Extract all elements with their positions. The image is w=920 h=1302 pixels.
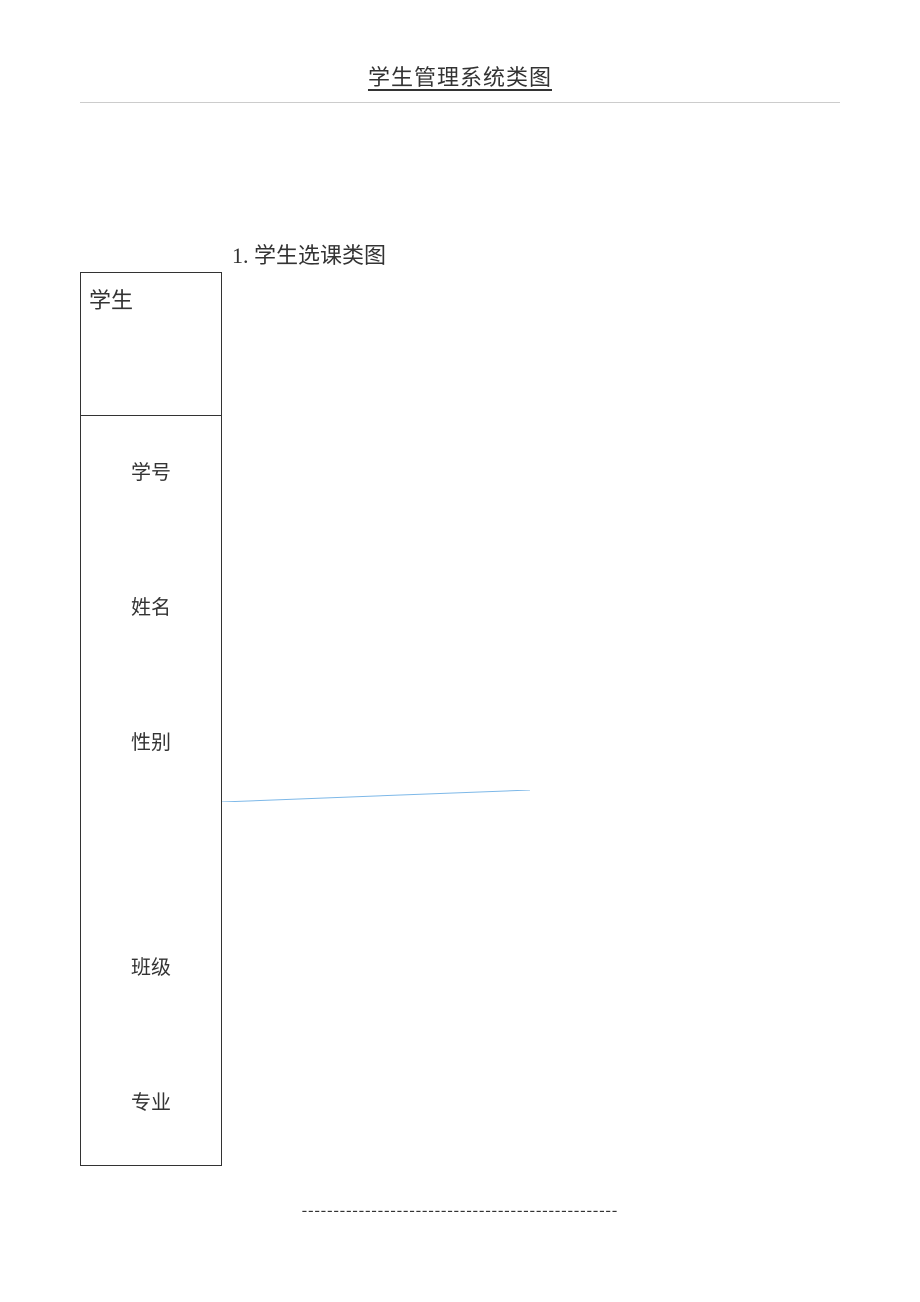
footer-divider: ----------------------------------------…	[0, 1202, 920, 1220]
page-title: 学生管理系统类图	[368, 65, 552, 90]
connector-line	[222, 790, 530, 802]
header-rule	[80, 102, 840, 103]
attribute-item: 性别	[81, 708, 221, 773]
attribute-item: 专业	[81, 1068, 221, 1133]
attribute-item: 姓名	[81, 573, 221, 638]
attribute-item: 学号	[81, 438, 221, 503]
section-title: 1. 学生选课类图	[232, 238, 386, 270]
uml-class-box: 学生 学号 姓名 性别 班级 专业	[80, 272, 222, 1166]
page-header: 学生管理系统类图	[0, 0, 920, 100]
class-attributes: 学号 姓名 性别 班级 专业	[81, 416, 221, 1165]
class-name: 学生	[81, 273, 221, 416]
attribute-item: 班级	[81, 933, 221, 998]
